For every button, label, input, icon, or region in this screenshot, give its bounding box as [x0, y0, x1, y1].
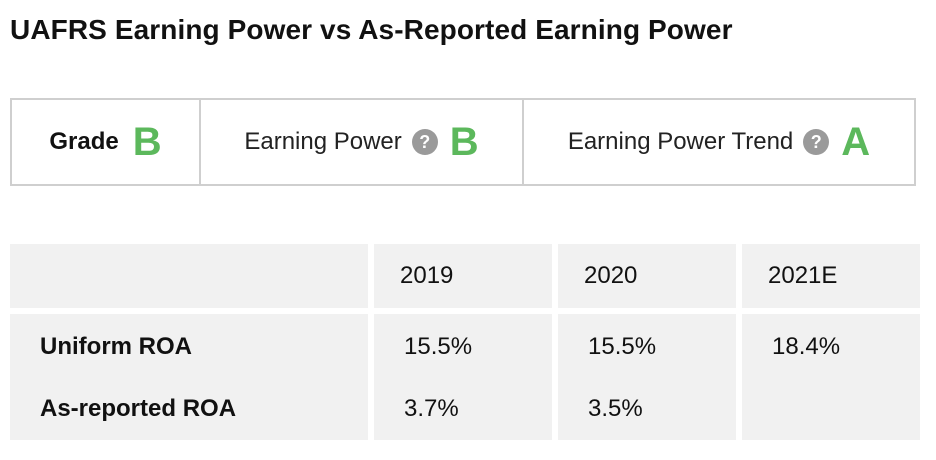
- table-cell: 3.5%: [588, 395, 643, 422]
- row-label-uniform-roa: Uniform ROA: [40, 333, 192, 360]
- earning-power-grade: B: [449, 120, 479, 164]
- column-2019: 15.5% 3.7%: [374, 314, 552, 440]
- earning-power-trend-grade: A: [841, 120, 871, 164]
- grade-label: Grade: [49, 128, 119, 155]
- page-title: UAFRS Earning Power vs As-Reported Earni…: [10, 14, 733, 45]
- earning-power-label: Earning Power: [244, 128, 402, 155]
- table-cell: 3.7%: [404, 395, 459, 422]
- row-labels-column: Uniform ROA As-reported ROA: [10, 314, 368, 440]
- grade-value: B: [132, 120, 162, 164]
- row-label-as-reported-roa: As-reported ROA: [40, 395, 237, 422]
- table-cell: 15.5%: [404, 333, 473, 360]
- table-header-cell: [10, 244, 368, 308]
- table-cell: [742, 378, 920, 440]
- table-header-cell: 2019: [374, 244, 552, 308]
- table-cell: 18.4%: [772, 333, 841, 360]
- question-circle-icon[interactable]: ?: [411, 129, 438, 155]
- earning-power-trend-cell: Earning Power Trend ? A: [522, 100, 914, 184]
- column-2020: 15.5% 3.5%: [558, 314, 736, 440]
- grade-cell: Grade B: [12, 100, 199, 184]
- earning-power-trend-label: Earning Power Trend: [567, 128, 794, 155]
- column-2021e: 18.4%: [742, 314, 920, 440]
- table-header-cell: 2021E: [742, 244, 920, 308]
- grade-summary-box: Grade B Earning Power ? B Earning Power …: [10, 98, 916, 186]
- roa-table: 2019 2020 2021E Uniform ROA As-reported …: [10, 244, 920, 440]
- table-header-cell: 2020: [558, 244, 736, 308]
- earning-power-cell: Earning Power ? B: [199, 100, 522, 184]
- question-circle-icon[interactable]: ?: [803, 129, 830, 155]
- table-cell: 15.5%: [588, 333, 657, 360]
